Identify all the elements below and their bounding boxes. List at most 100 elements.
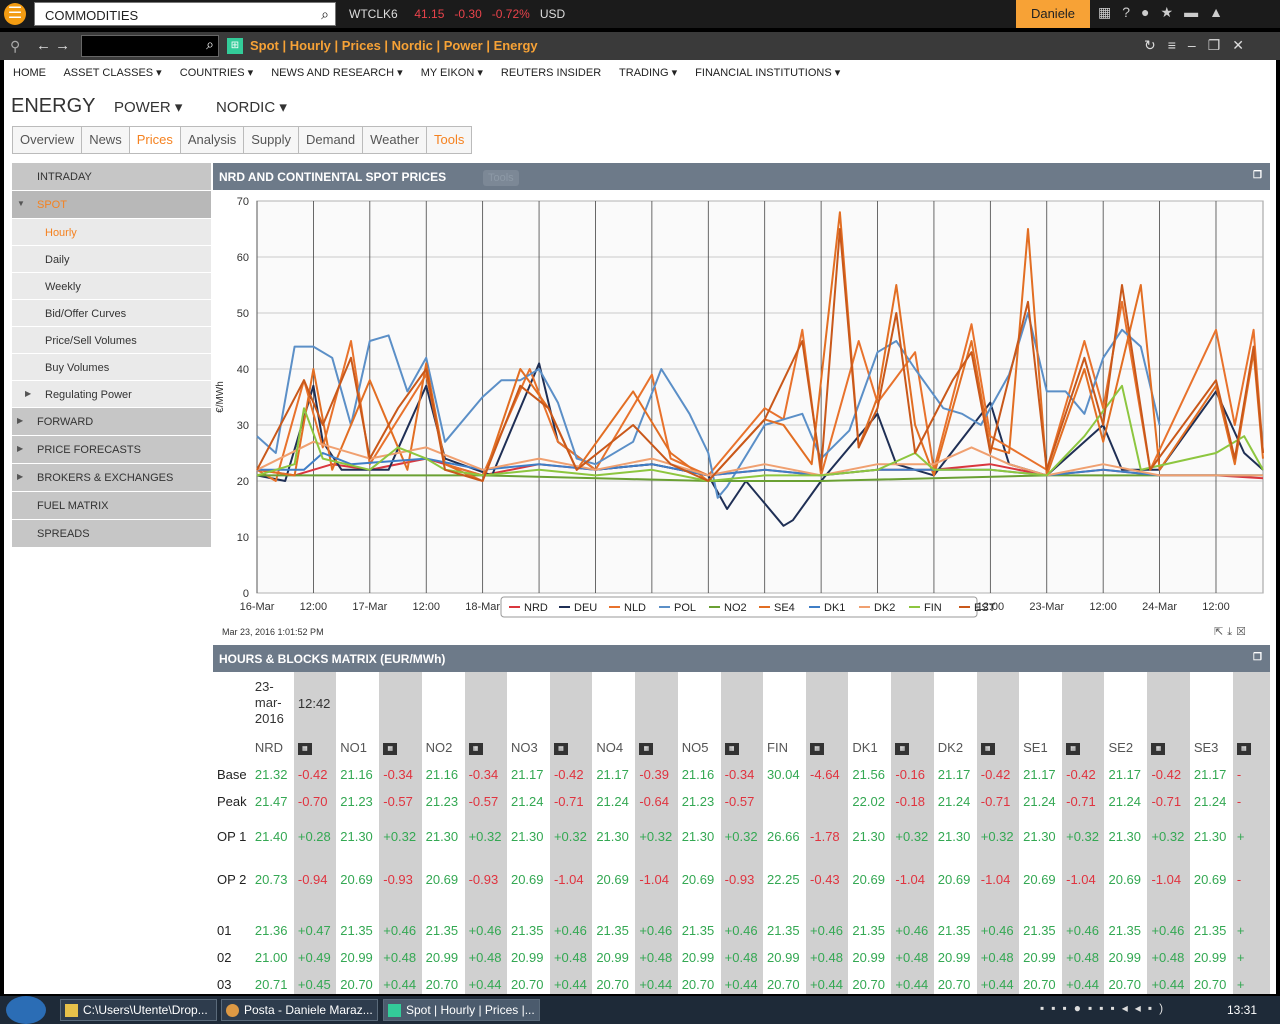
change-cell[interactable]: -1.04 xyxy=(976,858,1020,901)
change-cell[interactable]: -0.57 xyxy=(720,788,764,815)
chart-mini-icon[interactable]: ▦ xyxy=(1232,734,1270,761)
change-cell[interactable]: -0.18 xyxy=(891,788,934,815)
price-cell[interactable]: 20.99 xyxy=(1023,950,1056,965)
area-header[interactable]: NO5 xyxy=(681,740,709,755)
price-cell[interactable]: 21.35 xyxy=(937,923,971,938)
app-search-input[interactable]: ⌕ xyxy=(81,35,219,57)
change-cell[interactable]: -1.04 xyxy=(635,858,678,901)
change-cell[interactable]: -0.43 xyxy=(806,858,849,901)
change-cell[interactable]: +0.48 xyxy=(891,944,934,971)
change-cell[interactable]: -0.42 xyxy=(976,761,1020,788)
star-icon[interactable]: ★ xyxy=(1160,4,1185,20)
change-cell[interactable]: -0.64 xyxy=(635,788,678,815)
sidebar-item-intraday[interactable]: INTRADAY xyxy=(12,163,211,191)
price-cell[interactable]: 21.23 xyxy=(681,794,715,809)
chart-mini-icon[interactable]: ▦ xyxy=(1147,734,1190,761)
change-cell[interactable]: +0.48 xyxy=(1062,944,1105,971)
sidebar-item-price-sell[interactable]: Price/Sell Volumes xyxy=(12,327,211,354)
change-cell[interactable]: +0.44 xyxy=(976,971,1020,994)
menu-my-eikon[interactable]: MY EIKON ▾ xyxy=(420,67,483,79)
price-cell[interactable]: 21.24 xyxy=(596,794,629,809)
menu-news[interactable]: NEWS AND RESEARCH ▾ xyxy=(271,67,403,79)
price-cell[interactable]: 21.24 xyxy=(1108,794,1142,809)
price-cell[interactable]: 21.30 xyxy=(1193,829,1227,844)
minimize-icon[interactable]: – xyxy=(1187,37,1208,53)
change-cell[interactable]: +0.44 xyxy=(806,971,849,994)
help-icon[interactable]: ? xyxy=(1122,4,1142,20)
change-cell[interactable]: +0.44 xyxy=(635,971,678,994)
change-cell[interactable]: -0.34 xyxy=(720,761,764,788)
change-cell[interactable]: +0.44 xyxy=(1062,971,1105,994)
price-cell[interactable]: 20.70 xyxy=(852,977,885,992)
area-header[interactable]: NRD xyxy=(254,740,284,755)
chart-mini-icon[interactable]: ▦ xyxy=(464,734,507,761)
tab-supply[interactable]: Supply xyxy=(243,126,299,154)
price-cell[interactable]: 20.70 xyxy=(596,977,629,992)
change-cell[interactable]: +0.46 xyxy=(635,917,678,944)
change-cell[interactable]: +0.44 xyxy=(549,971,593,994)
price-cell[interactable]: 21.17 xyxy=(510,767,544,782)
open-icon[interactable]: ⇱ xyxy=(1214,626,1228,638)
link-icon[interactable]: ⚲ xyxy=(10,38,21,54)
price-cell[interactable]: 20.99 xyxy=(937,950,971,965)
change-cell[interactable]: -0.94 xyxy=(293,858,337,901)
price-cell[interactable]: 20.99 xyxy=(596,950,629,965)
tools-badge[interactable]: Tools xyxy=(483,170,519,186)
popout-icon[interactable]: ❐ xyxy=(1253,170,1262,181)
change-cell[interactable]: +0.44 xyxy=(464,971,507,994)
change-cell[interactable]: -0.16 xyxy=(891,761,934,788)
download-icon[interactable]: ⤓ xyxy=(1227,626,1237,638)
price-cell[interactable] xyxy=(763,788,806,815)
area-header[interactable]: SE1 xyxy=(1023,740,1048,755)
menu-trading[interactable]: TRADING ▾ xyxy=(619,67,678,79)
price-cell[interactable]: 20.69 xyxy=(510,872,544,887)
price-cell[interactable]: 21.35 xyxy=(510,923,544,938)
change-cell[interactable]: -0.42 xyxy=(549,761,593,788)
sidebar-item-daily[interactable]: Daily xyxy=(12,246,211,273)
menu-icon[interactable]: ≡ xyxy=(1167,37,1188,53)
price-cell[interactable]: 21.30 xyxy=(340,829,373,844)
price-cell[interactable]: 21.30 xyxy=(852,829,885,844)
menu-countries[interactable]: COUNTRIES ▾ xyxy=(179,67,254,79)
change-cell[interactable]: - xyxy=(1232,858,1270,901)
change-cell[interactable]: +0.48 xyxy=(976,944,1020,971)
change-cell[interactable]: -0.42 xyxy=(1062,761,1105,788)
close-icon[interactable]: ✕ xyxy=(1232,37,1256,53)
sidebar-item-bid-offer[interactable]: Bid/Offer Curves xyxy=(12,300,211,327)
sidebar-item-spreads[interactable]: SPREADS xyxy=(12,520,211,548)
change-cell[interactable]: + xyxy=(1232,917,1270,944)
price-cell[interactable]: 21.23 xyxy=(425,794,459,809)
bell-icon[interactable]: ▲ xyxy=(1209,4,1234,20)
change-cell[interactable]: +0.46 xyxy=(549,917,593,944)
price-cell[interactable]: 21.35 xyxy=(852,923,885,938)
change-cell[interactable]: -1.04 xyxy=(1147,858,1190,901)
command-input[interactable]: COMMODITIES ⌕ xyxy=(34,2,336,26)
menu-reuters-insider[interactable]: REUTERS INSIDER xyxy=(500,67,602,79)
change-cell[interactable]: +0.44 xyxy=(1147,971,1190,994)
change-cell[interactable]: -0.39 xyxy=(635,761,678,788)
price-cell[interactable]: 21.17 xyxy=(1193,767,1227,782)
price-cell[interactable]: 20.69 xyxy=(425,872,459,887)
price-cell[interactable]: 20.70 xyxy=(425,977,459,992)
menu-home[interactable]: HOME xyxy=(13,67,46,79)
change-cell[interactable]: -0.34 xyxy=(379,761,422,788)
price-cell[interactable]: 26.66 xyxy=(767,829,800,844)
change-cell[interactable]: -1.78 xyxy=(806,815,849,858)
price-cell[interactable]: 21.30 xyxy=(681,829,715,844)
area-header[interactable]: NO3 xyxy=(510,740,538,755)
change-cell[interactable]: - xyxy=(1232,788,1270,815)
change-cell[interactable]: + xyxy=(1232,944,1270,971)
refresh-icon[interactable]: ↻ xyxy=(1144,37,1168,53)
change-cell[interactable]: -0.71 xyxy=(549,788,593,815)
nordic-dropdown[interactable]: NORDIC ▾ xyxy=(216,99,287,116)
change-cell[interactable]: + xyxy=(1232,815,1270,858)
change-cell[interactable]: +0.46 xyxy=(1147,917,1190,944)
tab-demand[interactable]: Demand xyxy=(298,126,364,154)
taskbar-item-mail[interactable]: Posta - Daniele Maraz... xyxy=(221,999,378,1021)
chart-mini-icon[interactable]: ▦ xyxy=(549,734,593,761)
price-cell[interactable]: 20.99 xyxy=(852,950,885,965)
change-cell[interactable]: -0.42 xyxy=(293,761,337,788)
change-cell[interactable]: +0.44 xyxy=(379,971,422,994)
change-cell[interactable]: +0.45 xyxy=(293,971,337,994)
change-cell[interactable]: +0.48 xyxy=(379,944,422,971)
